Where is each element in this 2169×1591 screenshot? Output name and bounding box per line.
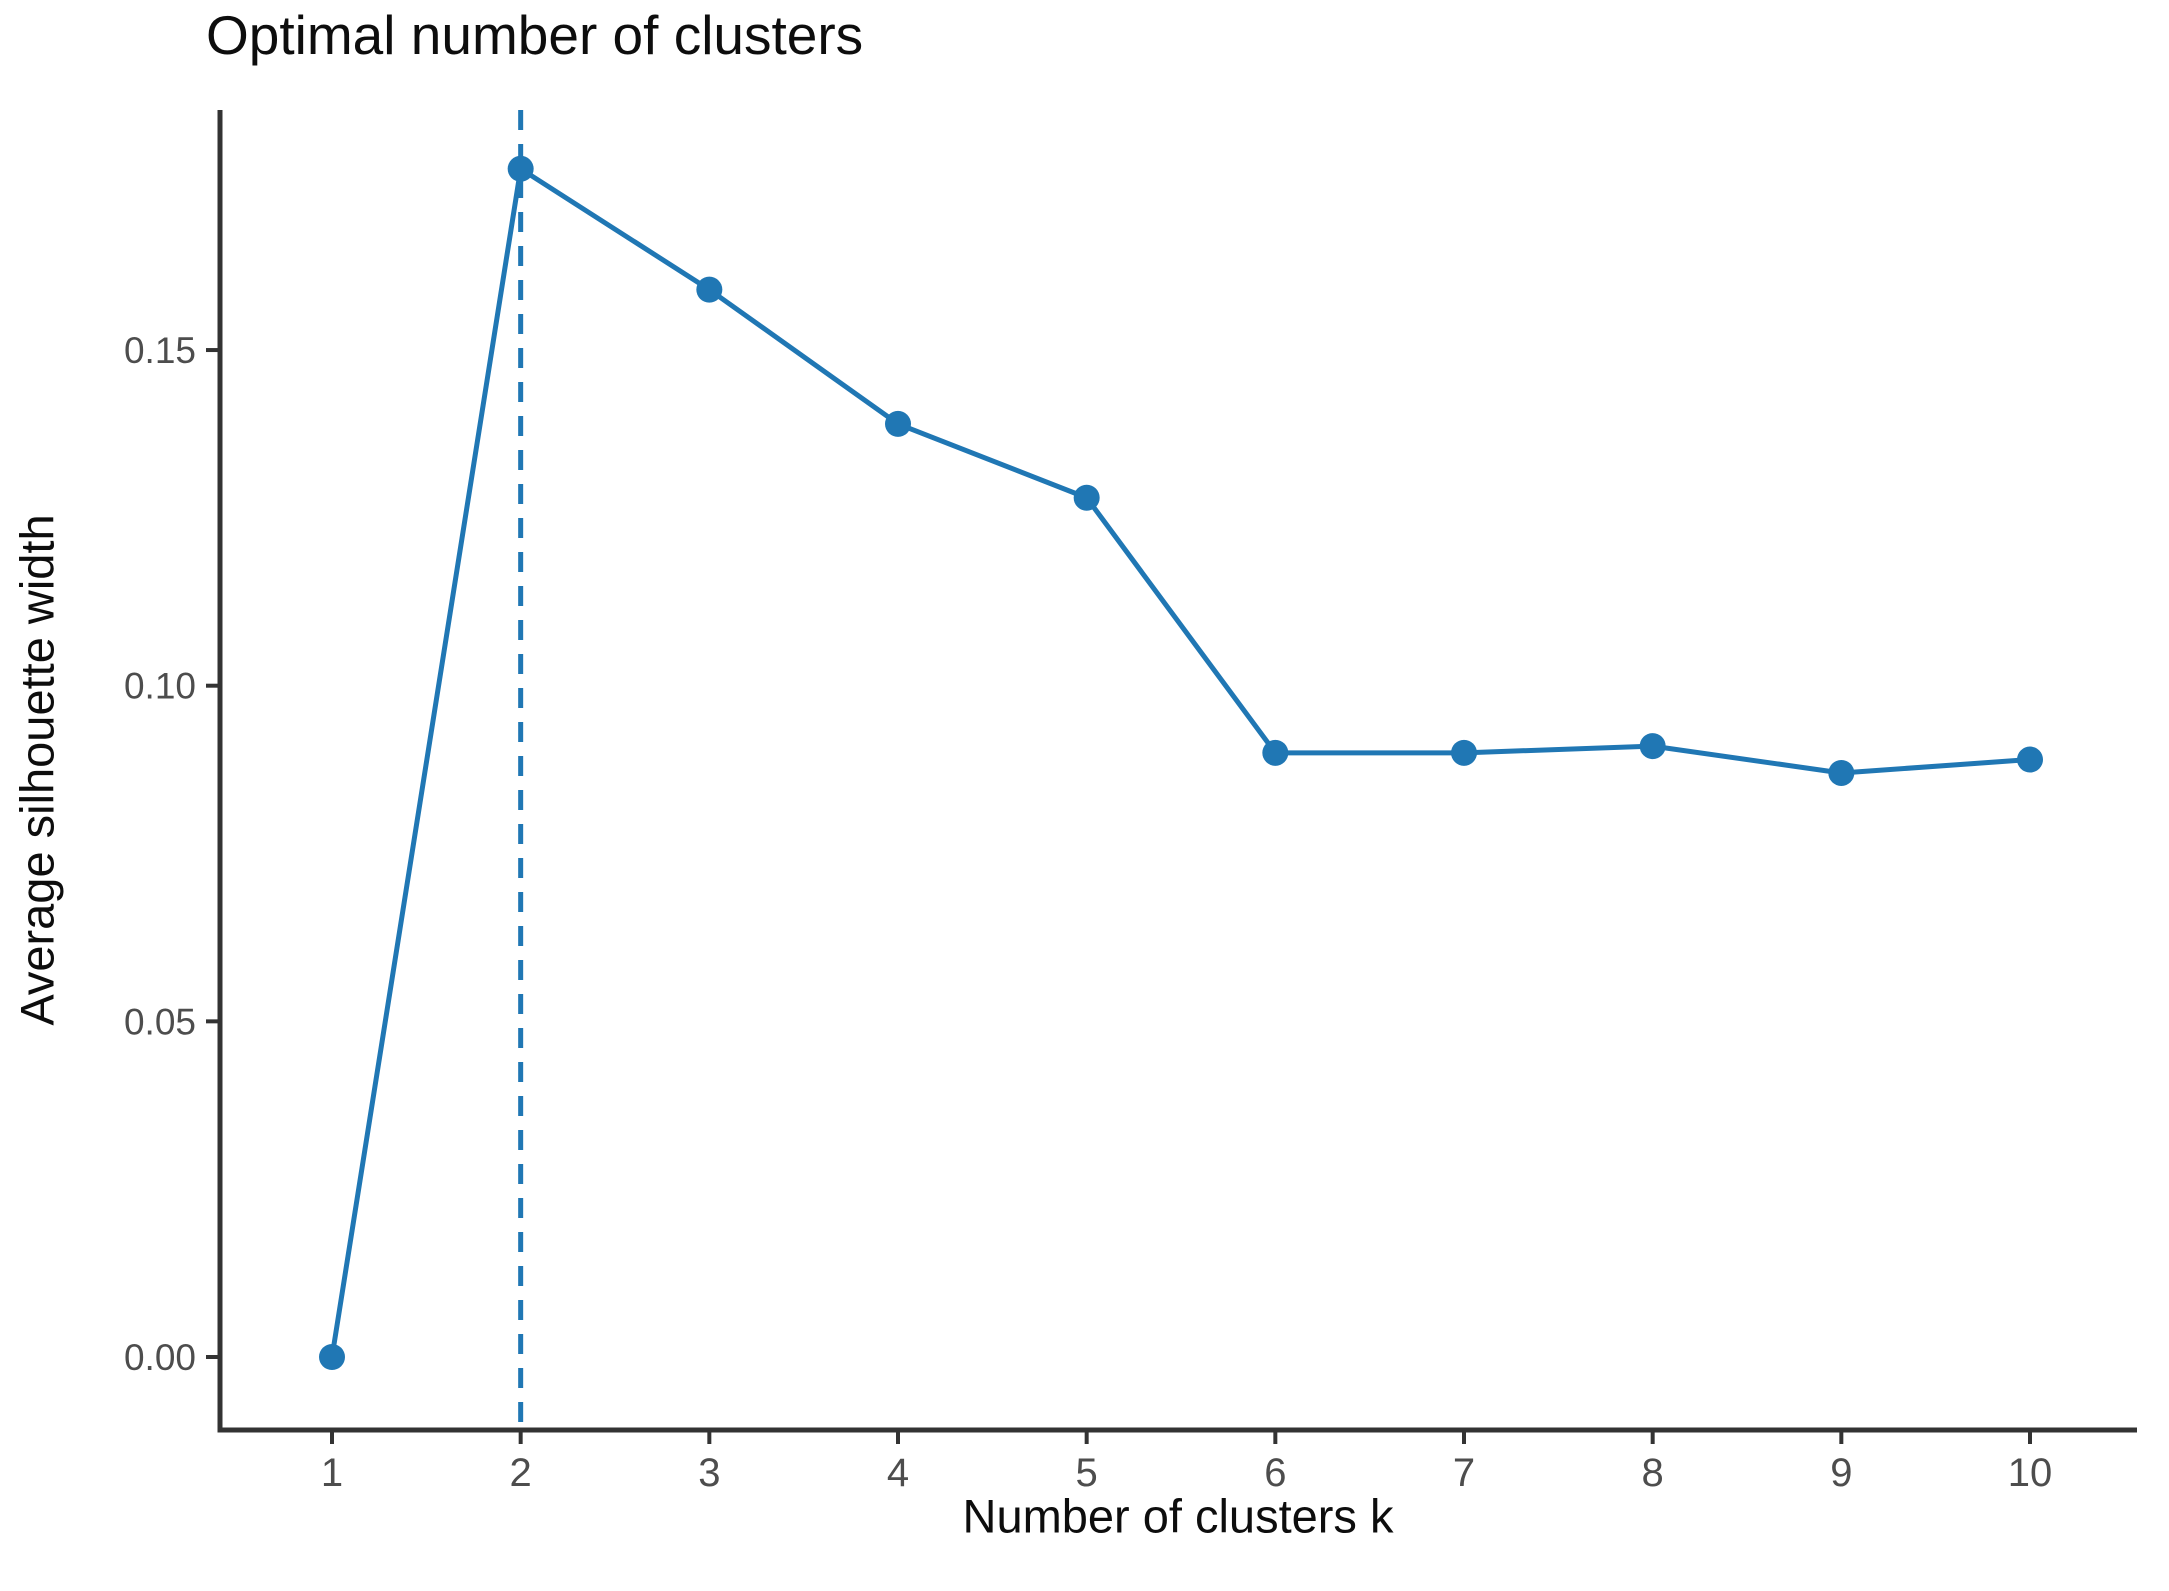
y-axis-title: Average silhouette width <box>10 514 64 1026</box>
y-tick-label: 0.00 <box>124 1337 196 1378</box>
silhouette-line <box>329 166 2031 1358</box>
data-point-k4 <box>885 410 911 437</box>
x-tick-label: 3 <box>698 1451 720 1495</box>
x-axis-title: Number of clusters k <box>962 1489 1394 1543</box>
data-point-k5 <box>1073 484 1100 511</box>
data-point-k9 <box>1828 759 1855 786</box>
data-point-k1 <box>319 1344 345 1370</box>
x-tick-label: 4 <box>887 1451 909 1495</box>
x-tick-label: 10 <box>2008 1451 2053 1495</box>
data-point-k10 <box>2017 746 2043 773</box>
data-point-k8 <box>1639 733 1666 760</box>
x-tick-label: 5 <box>1076 1451 1098 1495</box>
data-point-k6 <box>1262 739 1289 766</box>
data-point-k3 <box>696 276 723 303</box>
x-tick-label: 7 <box>1453 1451 1475 1495</box>
x-tick-label: 8 <box>1642 1451 1664 1495</box>
x-tick-label: 6 <box>1264 1451 1286 1495</box>
x-tick-label: 9 <box>1830 1451 1852 1495</box>
chart-title: Optimal number of clusters <box>206 4 864 66</box>
x-tick-label: 2 <box>510 1451 532 1495</box>
y-tick-label: 0.05 <box>124 1001 196 1042</box>
y-tick-label: 0.15 <box>124 330 196 371</box>
x-tick-label: 1 <box>321 1451 343 1495</box>
data-point-k2 <box>507 155 534 182</box>
y-tick-label: 0.10 <box>124 666 196 707</box>
axis-lines <box>217 110 2137 1433</box>
data-point-k7 <box>1451 739 1477 766</box>
